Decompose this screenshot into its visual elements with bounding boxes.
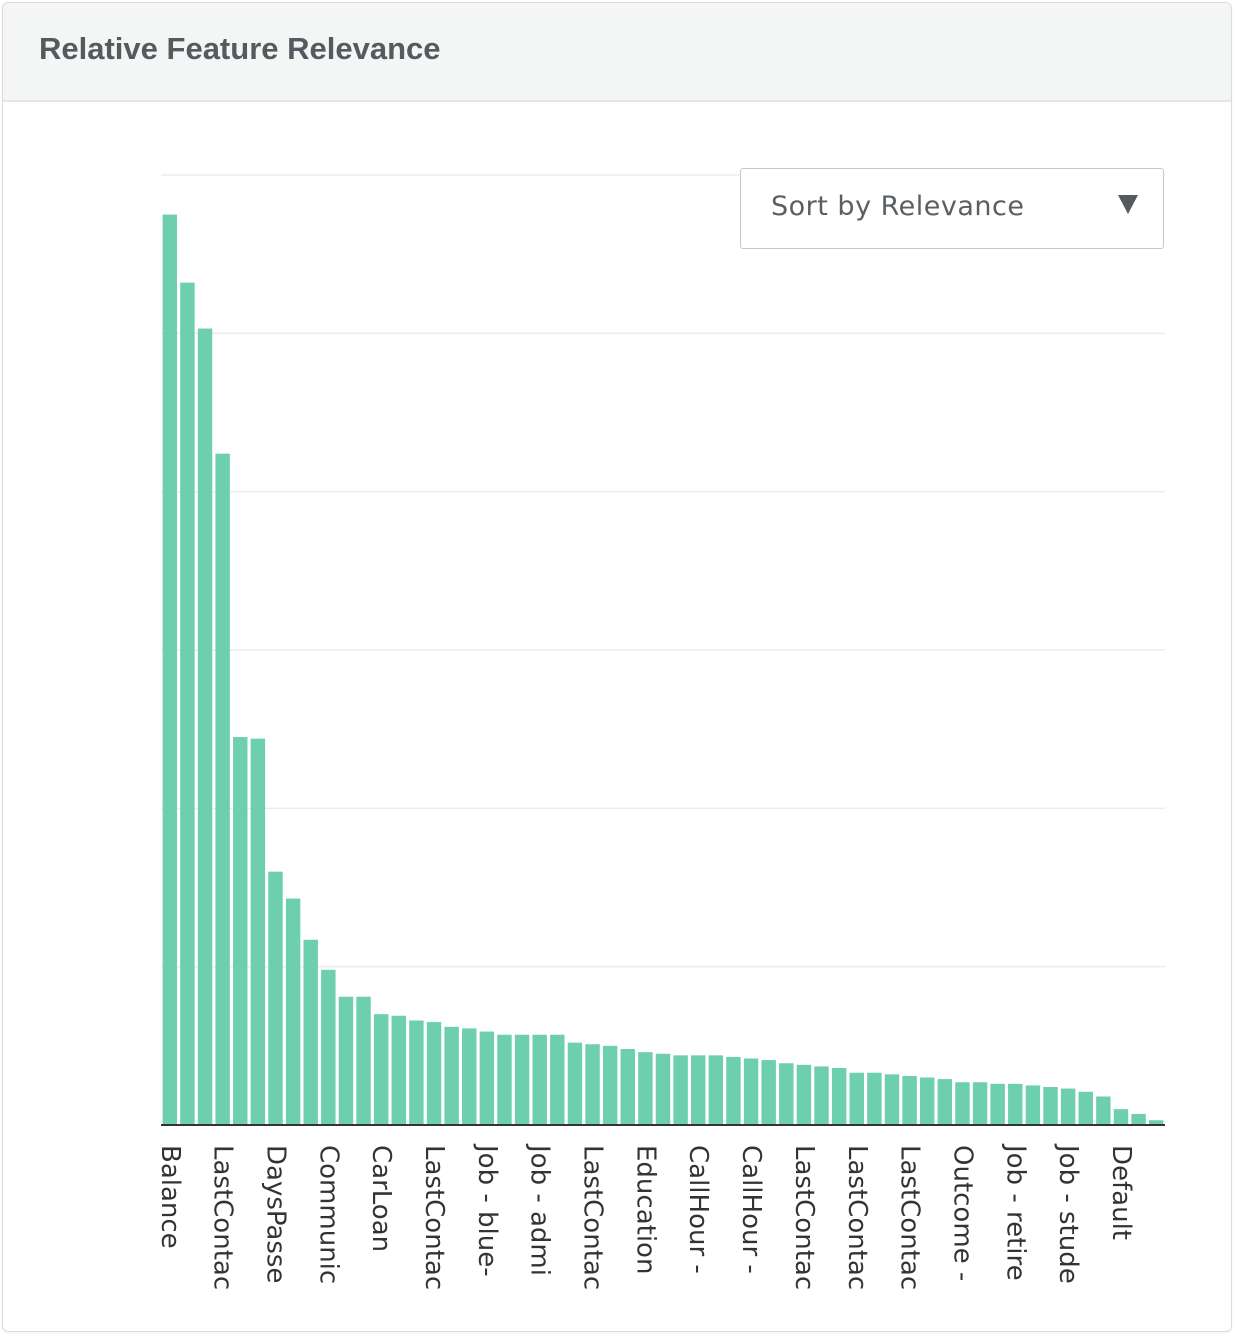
x-tick-label: DaysPasse	[260, 1145, 290, 1283]
bar[interactable]	[567, 1042, 583, 1125]
bar[interactable]	[937, 1079, 953, 1125]
bar[interactable]	[373, 1014, 389, 1125]
panel-header: Relative Feature Relevance	[3, 3, 1231, 102]
x-tick-label: CallHour -	[736, 1145, 766, 1274]
bar[interactable]	[426, 1022, 442, 1125]
bar[interactable]	[268, 871, 283, 1125]
bar[interactable]	[250, 738, 266, 1125]
x-tick-label: CarLoan	[366, 1145, 396, 1252]
bar[interactable]	[638, 1052, 653, 1125]
bar[interactable]	[585, 1044, 600, 1125]
bar[interactable]	[1025, 1085, 1041, 1125]
bar[interactable]	[1078, 1091, 1093, 1125]
bar[interactable]	[1060, 1088, 1076, 1125]
sort-select-value: Sort by Relevance	[771, 191, 1025, 222]
bar[interactable]	[919, 1077, 935, 1126]
bar[interactable]	[602, 1045, 618, 1125]
x-tick-label: LastContac	[578, 1145, 608, 1290]
bar[interactable]	[620, 1049, 635, 1125]
bar[interactable]	[497, 1034, 512, 1125]
bar[interactable]	[902, 1075, 917, 1125]
bar[interactable]	[321, 969, 336, 1125]
triangle-down-icon	[1118, 195, 1138, 214]
bar[interactable]	[550, 1034, 565, 1125]
bar[interactable]	[215, 453, 230, 1125]
bar[interactable]	[814, 1066, 829, 1125]
bar[interactable]	[673, 1055, 688, 1125]
x-tick-label: Balance	[155, 1145, 185, 1249]
bar[interactable]	[180, 282, 195, 1125]
bar[interactable]	[990, 1083, 1005, 1125]
bar[interactable]	[1043, 1087, 1058, 1125]
x-tick-label: Outcome -	[947, 1145, 977, 1281]
bar[interactable]	[356, 996, 371, 1125]
bar[interactable]	[691, 1055, 706, 1125]
x-tick-label: LastContac	[419, 1145, 449, 1290]
panel-title: Relative Feature Relevance	[39, 31, 441, 66]
bar[interactable]	[1008, 1083, 1023, 1125]
bar[interactable]	[972, 1082, 988, 1125]
x-tick-label: Communic	[313, 1145, 343, 1284]
bar[interactable]	[391, 1015, 407, 1125]
x-tick-label: LastContac	[842, 1145, 872, 1290]
bar[interactable]	[867, 1072, 882, 1125]
chart-bars	[162, 214, 1164, 1126]
bar[interactable]	[462, 1028, 477, 1125]
bar[interactable]	[514, 1034, 530, 1125]
x-tick-label: Job - retire	[1000, 1143, 1030, 1281]
x-tick-label: Education	[630, 1145, 660, 1274]
bar[interactable]	[849, 1072, 864, 1125]
bar[interactable]	[1131, 1113, 1146, 1125]
x-tick-label: CallHour -	[683, 1145, 713, 1274]
bar[interactable]	[233, 737, 248, 1125]
bar[interactable]	[285, 898, 301, 1125]
bar[interactable]	[1096, 1096, 1111, 1126]
x-tick-label: LastContac	[789, 1145, 819, 1290]
bar[interactable]	[655, 1053, 671, 1125]
bar[interactable]	[197, 328, 213, 1126]
bar[interactable]	[303, 939, 318, 1125]
bar[interactable]	[1113, 1109, 1129, 1125]
sort-select[interactable]: Sort by Relevance	[740, 168, 1164, 249]
bar[interactable]	[779, 1063, 794, 1125]
bar[interactable]	[743, 1058, 759, 1126]
bar[interactable]	[955, 1082, 970, 1125]
bar[interactable]	[884, 1074, 900, 1125]
bar[interactable]	[409, 1020, 424, 1126]
x-tick-label: LastContac	[208, 1145, 238, 1290]
x-tick-label: Job - blue-	[472, 1143, 502, 1277]
bar[interactable]	[338, 996, 354, 1125]
bar[interactable]	[444, 1026, 459, 1125]
bar[interactable]	[708, 1055, 724, 1125]
bar[interactable]	[726, 1056, 741, 1125]
bar[interactable]	[479, 1031, 495, 1125]
bar[interactable]	[796, 1064, 812, 1125]
x-tick-label: Default	[1106, 1145, 1136, 1240]
chart-x-tick-labels: Balance LastContac DaysPasse Communic CarLoa…	[155, 1143, 1136, 1290]
bar[interactable]	[162, 214, 178, 1125]
bar[interactable]	[761, 1060, 776, 1125]
x-tick-label: Job - admi	[525, 1143, 555, 1276]
x-tick-label: Job - stude	[1053, 1143, 1083, 1284]
bar[interactable]	[532, 1034, 547, 1125]
bar[interactable]	[1148, 1120, 1164, 1125]
x-tick-label: LastContac	[895, 1145, 925, 1290]
bar[interactable]	[831, 1068, 847, 1125]
